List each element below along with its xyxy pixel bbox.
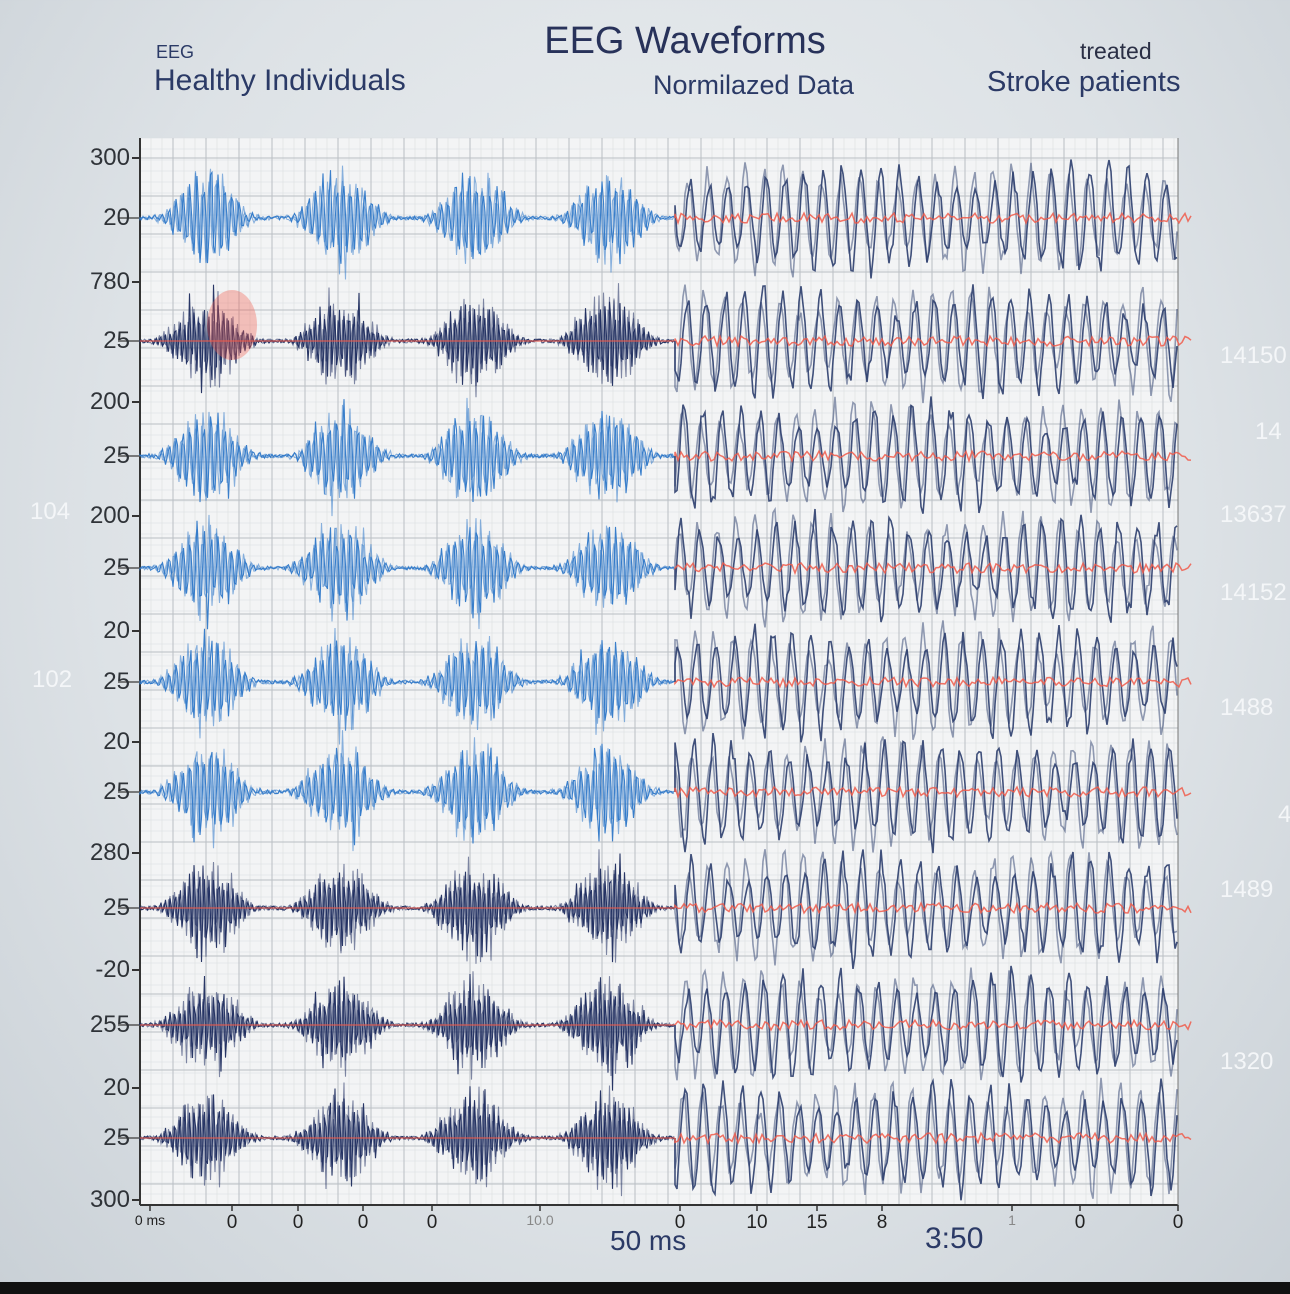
stroke-waveform <box>674 1077 1178 1199</box>
healthy-waveform <box>139 518 675 630</box>
x-tick-label: 0 <box>226 1212 238 1233</box>
x-tick-label: 1 <box>1008 1212 1016 1228</box>
faint-right-label: 1320 <box>1220 1048 1274 1075</box>
faint-right-label: 14150 <box>1220 342 1287 369</box>
left-group-small-label: EEG <box>156 42 195 62</box>
channel-label: 25 <box>103 554 130 581</box>
stroke-waveform <box>674 1078 1178 1201</box>
x-tick-label: 0 ms <box>134 1212 166 1228</box>
healthy-waveform <box>139 171 675 280</box>
faint-left-label: 102 <box>32 666 73 693</box>
noise-trace <box>674 561 1192 576</box>
healthy-waveform <box>139 514 675 616</box>
channel-label: 25 <box>103 327 130 354</box>
channel-label: 25 <box>103 442 130 469</box>
healthy-waveform <box>139 397 675 503</box>
y-major-tick-label: 200 <box>89 388 130 415</box>
x-tick-label: 0 <box>426 1212 438 1233</box>
faint-right-label: 14152 <box>1220 579 1287 606</box>
x-tick-label: 10 <box>746 1212 768 1233</box>
y-major-tick-label: 200 <box>89 502 130 529</box>
channel-label: 25 <box>103 778 130 805</box>
y-major-tick-label: 20 <box>103 728 130 755</box>
channel-label: 20 <box>103 204 130 231</box>
faint-right-label: 13637 <box>1220 501 1287 528</box>
faint-left-label: 104 <box>30 498 71 525</box>
noise-trace <box>674 334 1192 349</box>
healthy-waveform <box>139 628 675 721</box>
noise-trace <box>674 785 1192 799</box>
stroke-waveform <box>674 848 1178 966</box>
x-tick-label: 0 <box>674 1212 686 1233</box>
noise-trace <box>674 1018 1192 1032</box>
x-axis-label: 50 ms <box>610 1225 687 1256</box>
left-group-label: Healthy Individuals <box>154 64 406 97</box>
stroke-waveform <box>674 620 1178 740</box>
x-tick-label: 8 <box>876 1212 888 1233</box>
stroke-waveform <box>674 849 1178 970</box>
noise-trace <box>674 675 1192 689</box>
channel-label: 255 <box>89 1011 130 1038</box>
x-tick-label: 10.0 <box>526 1212 554 1228</box>
healthy-waveform <box>139 283 675 398</box>
healthy-waveform <box>139 627 675 735</box>
stroke-waveform <box>674 159 1178 279</box>
right-group-small-label: treated <box>1080 38 1152 64</box>
faint-right-label: 1488 <box>1220 694 1274 721</box>
faint-right-label: 1489 <box>1220 876 1274 903</box>
x-tick-label: 0 <box>292 1212 304 1233</box>
y-major-tick-label: 20 <box>103 1074 130 1101</box>
y-major-tick-label: 300 <box>89 144 130 171</box>
stroke-waveform <box>674 284 1178 404</box>
y-major-tick-label: 780 <box>89 268 130 295</box>
stroke-waveform <box>674 396 1178 513</box>
y-major-tick-label: 20 <box>103 617 130 644</box>
faint-right-label: 4 <box>1278 801 1290 828</box>
noise-trace <box>674 1131 1192 1146</box>
x-tick-label: 15 <box>806 1212 828 1233</box>
noise-trace <box>674 900 1192 915</box>
stroke-waveform <box>674 736 1178 853</box>
channel-label: 25 <box>103 668 130 695</box>
stroke-waveform <box>674 965 1178 1083</box>
noise-trace <box>674 211 1192 226</box>
chart-subtitle: Normilazed Data <box>653 70 855 100</box>
x-tick-label: 0 <box>1074 1212 1086 1233</box>
healthy-waveform <box>139 737 675 841</box>
x-tick-label: 0 <box>1172 1212 1184 1233</box>
x-tick-label: 0 <box>357 1212 369 1233</box>
y-major-tick-label: 300 <box>89 1186 130 1213</box>
channel-label: 25 <box>103 894 130 921</box>
faint-right-label: 14 <box>1255 418 1282 445</box>
y-major-tick-label: -20 <box>95 956 130 983</box>
stroke-waveform <box>674 967 1178 1081</box>
channel-label: 25 <box>103 1124 130 1151</box>
chart-title: EEG Waveforms <box>544 20 826 62</box>
noise-trace <box>674 449 1192 464</box>
y-major-tick-label: 280 <box>89 839 130 866</box>
artifact-blob <box>207 290 257 360</box>
stroke-waveform <box>674 162 1178 278</box>
bottom-bar <box>0 1282 1290 1294</box>
x-annotation: 3:50 <box>925 1222 984 1255</box>
right-group-label: Stroke patients <box>987 66 1181 98</box>
healthy-waveform <box>139 849 675 964</box>
